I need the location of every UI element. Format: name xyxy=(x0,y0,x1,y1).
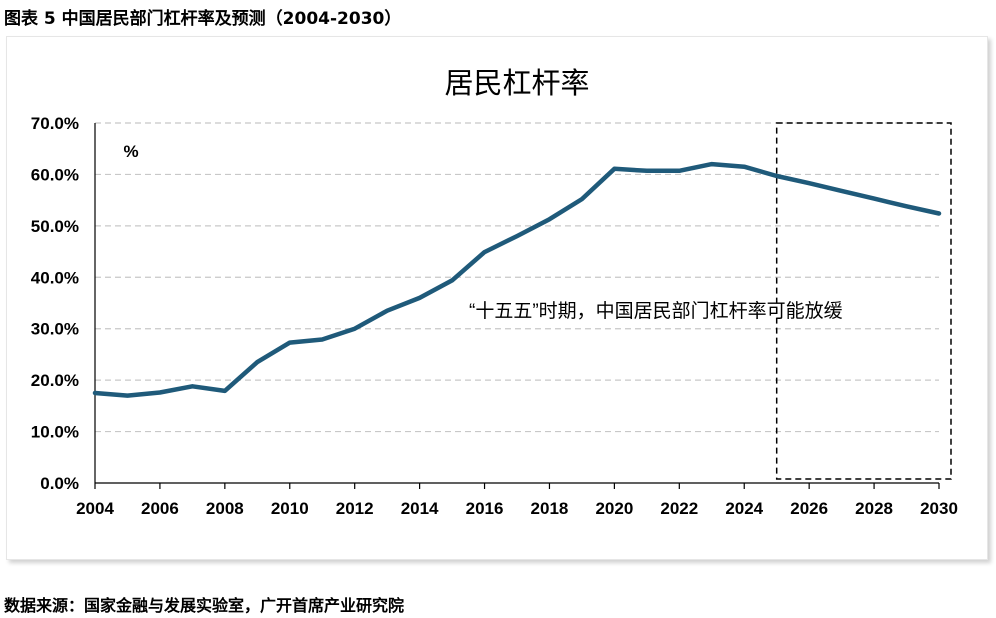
forecast-box xyxy=(775,122,952,480)
x-tick-label: 2008 xyxy=(206,499,244,518)
x-tick-label: 2010 xyxy=(271,499,309,518)
x-tick-label: 2006 xyxy=(141,499,179,518)
data-point xyxy=(775,174,779,178)
data-point xyxy=(677,169,681,173)
data-point xyxy=(840,189,844,193)
y-tick-label: 60.0% xyxy=(31,165,79,184)
series-line xyxy=(92,161,942,398)
data-point xyxy=(580,197,584,201)
data-point xyxy=(612,167,616,171)
data-point xyxy=(190,384,194,388)
data-point xyxy=(937,212,941,216)
data-point xyxy=(515,234,519,238)
x-tick-label: 2018 xyxy=(531,499,569,518)
data-point xyxy=(353,327,357,331)
x-tick-label: 2026 xyxy=(790,499,828,518)
data-point xyxy=(288,341,292,345)
unit-label: % xyxy=(123,142,138,161)
y-tick-label: 0.0% xyxy=(40,474,79,493)
forecast-annotation: “十五五”时期，中国居民部门杠杆率可能放缓 xyxy=(469,300,843,322)
y-tick-label: 20.0% xyxy=(31,371,79,390)
y-tick-label: 40.0% xyxy=(31,268,79,287)
y-tick-label: 30.0% xyxy=(31,320,79,339)
line-chart: 居民杠杆率 0.0% 10.0% 20.0% 30.0% 40.0% 50.0% 60.0% 7… xyxy=(31,67,958,518)
x-tick-label: 2012 xyxy=(336,499,374,518)
data-point xyxy=(255,360,259,364)
data-point xyxy=(385,309,389,313)
data-point xyxy=(93,391,97,395)
x-tick-label: 2024 xyxy=(725,499,763,518)
x-tick-label: 2014 xyxy=(401,499,439,518)
data-point xyxy=(807,181,811,185)
data-point xyxy=(905,204,909,208)
data-point xyxy=(742,165,746,169)
figure-caption: 图表 5 中国居民部门杠杆率及预测（2004-2030） xyxy=(4,9,402,29)
data-point xyxy=(547,217,551,221)
data-point xyxy=(645,169,649,173)
x-tick-label: 2004 xyxy=(76,499,114,518)
y-tick-label: 10.0% xyxy=(31,423,79,442)
chart-panel: 居民杠杆率 0.0% 10.0% 20.0% 30.0% 40.0% 50.0% 60.0% 7… xyxy=(6,36,988,560)
x-tick-label: 2028 xyxy=(855,499,893,518)
data-point xyxy=(710,162,714,166)
y-tick-label: 50.0% xyxy=(31,217,79,236)
x-tick-label: 2016 xyxy=(466,499,504,518)
data-point xyxy=(483,250,487,254)
data-point xyxy=(320,338,324,342)
source-note: 数据来源：国家金融与发展实验室，广开首席产业研究院 xyxy=(4,596,405,615)
data-point xyxy=(125,394,129,398)
data-point xyxy=(418,296,422,300)
chart-title: 居民杠杆率 xyxy=(444,67,589,100)
x-tick-label: 2030 xyxy=(920,499,958,518)
y-tick-label: 70.0% xyxy=(31,114,79,133)
x-tick-label: 2020 xyxy=(595,499,633,518)
x-tick-label: 2022 xyxy=(660,499,698,518)
data-point xyxy=(872,197,876,201)
data-point xyxy=(158,390,162,394)
data-point xyxy=(223,389,227,393)
data-point xyxy=(450,278,454,282)
